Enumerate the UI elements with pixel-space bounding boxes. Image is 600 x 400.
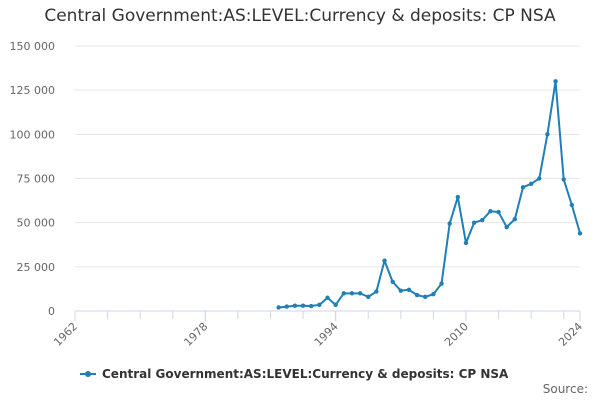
data-point[interactable]	[553, 79, 558, 84]
legend-label: Central Government:AS:LEVEL:Currency & d…	[102, 367, 509, 381]
y-tick-label: 0	[48, 305, 55, 318]
data-point[interactable]	[406, 287, 412, 292]
data-point[interactable]	[569, 202, 575, 208]
x-tick-label: 1994	[312, 320, 341, 349]
data-point[interactable]	[390, 279, 395, 285]
data-point[interactable]	[439, 281, 444, 286]
data-point[interactable]	[374, 289, 379, 294]
axes: 0 25 000 50 000 75 000 100 000 125 000 150 000…	[10, 40, 586, 349]
data-point[interactable]	[512, 216, 518, 222]
y-tick-label: 100 000	[10, 128, 56, 141]
x-tick-label: 2010	[442, 320, 471, 349]
data-point[interactable]	[504, 224, 509, 230]
data-point[interactable]	[423, 294, 428, 300]
x-tick-label: 2024	[556, 320, 585, 349]
data-point[interactable]	[398, 288, 404, 293]
legend[interactable]: Central Government:AS:LEVEL:Currency & d…	[80, 367, 508, 381]
data-point[interactable]	[300, 303, 306, 308]
data-point[interactable]	[471, 220, 477, 225]
x-tick-label: 1962	[51, 320, 80, 349]
data-point[interactable]	[528, 181, 534, 186]
chart-title: Central Government:AS:LEVEL:Currency & d…	[44, 6, 556, 26]
data-point[interactable]	[537, 176, 542, 181]
data-point[interactable]	[284, 304, 289, 309]
y-tick-label: 25 000	[17, 261, 56, 274]
data-point[interactable]	[414, 292, 420, 298]
data-point[interactable]	[341, 291, 346, 296]
source-label: Source:	[542, 382, 588, 396]
y-tick-label: 125 000	[10, 84, 56, 97]
gridlines	[75, 45, 580, 268]
data-point[interactable]	[276, 305, 281, 310]
data-point[interactable]	[455, 194, 461, 200]
y-tick-label: 50 000	[17, 217, 56, 230]
data-point[interactable]	[292, 303, 298, 308]
data-point[interactable]	[317, 302, 322, 308]
data-point[interactable]	[349, 291, 355, 296]
data-point[interactable]	[480, 217, 485, 223]
data-point[interactable]	[366, 294, 371, 300]
data-point[interactable]	[325, 295, 330, 300]
data-point[interactable]	[545, 132, 550, 137]
data-point[interactable]	[496, 209, 501, 215]
y-tick-label: 75 000	[17, 173, 56, 186]
data-point[interactable]	[357, 291, 363, 296]
legend-line-marker-icon	[80, 369, 96, 379]
series-line	[277, 80, 581, 309]
data-point[interactable]	[309, 303, 314, 309]
data-point[interactable]	[488, 208, 493, 214]
data-point[interactable]	[520, 185, 526, 190]
y-tick-label: 150 000	[10, 40, 56, 53]
data-point[interactable]	[447, 221, 452, 226]
data-point[interactable]	[577, 231, 583, 236]
data-point[interactable]	[333, 302, 338, 308]
data-point[interactable]	[561, 177, 566, 182]
x-tick-label: 1978	[181, 320, 210, 349]
data-point[interactable]	[463, 240, 469, 246]
data-point[interactable]	[431, 292, 436, 297]
data-point[interactable]	[382, 258, 387, 263]
series-layer	[276, 79, 583, 310]
